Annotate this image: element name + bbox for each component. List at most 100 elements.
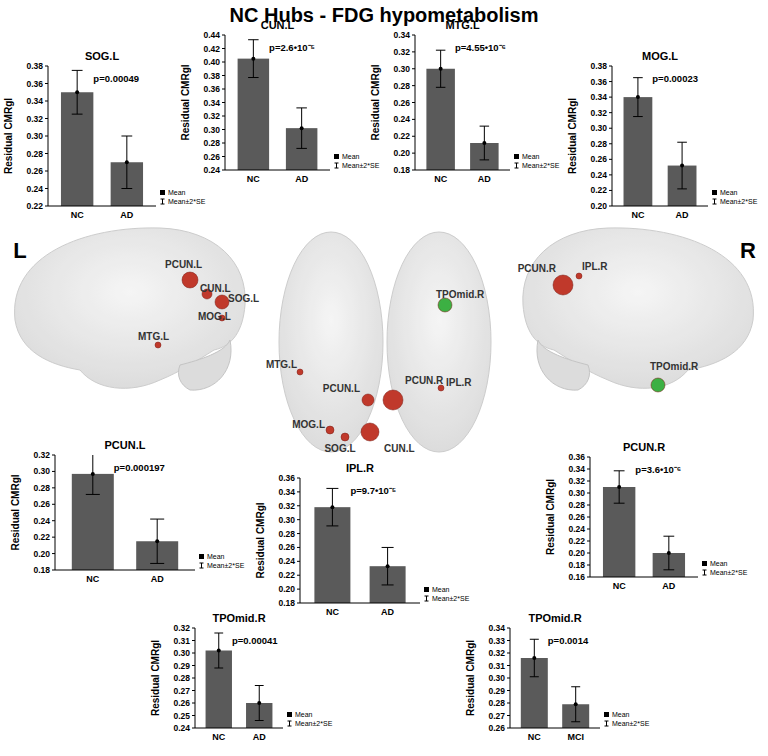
chart-title: CUN.L [261, 19, 295, 31]
y-tick-label: 0.36 [278, 473, 295, 483]
y-axis-label: Residual CMRgl [370, 64, 381, 140]
y-tick-label: 0.28 [278, 529, 295, 539]
legend-swatch [514, 154, 519, 159]
legend-swatch [605, 721, 609, 722]
y-tick-label: 0.32 [393, 47, 410, 57]
mean-dot [574, 702, 578, 706]
legend-swatch [288, 726, 292, 727]
mean-dot [125, 160, 129, 164]
error-cap [633, 77, 643, 78]
y-tick-label: 0.22 [33, 532, 50, 542]
y-tick-label: 0.28 [203, 138, 220, 148]
legend: MeanMean±2*SE [334, 153, 380, 169]
brain-right-lateral [523, 228, 754, 390]
x-tick-label: AD [478, 174, 491, 184]
y-tick-label: 0.29 [488, 686, 505, 696]
p-value: p=4.55•10⁻⁶ [455, 42, 506, 53]
bar-chart: MTG.LResidual CMRgl0.180.200.220.240.260… [370, 19, 560, 184]
error-cap [614, 470, 625, 471]
y-axis-label: Residual CMRgl [3, 98, 14, 174]
legend-swatch [288, 721, 292, 722]
legend-swatch [335, 168, 339, 169]
error-cap [382, 547, 394, 548]
y-tick-label: 0.28 [488, 698, 505, 708]
brain-node [297, 369, 303, 375]
legend-label: Mean [612, 711, 630, 718]
node-label: IPL.R [446, 377, 472, 388]
y-axis-label: Residual CMRgl [465, 640, 476, 716]
legend: MeanMean±2*SE [712, 189, 758, 205]
y-axis [225, 35, 226, 170]
y-tick-label: 0.22 [590, 185, 607, 195]
x-axis [300, 603, 420, 604]
error-cap [150, 519, 164, 520]
mean-dot [386, 564, 390, 568]
y-tick-label: 0.32 [488, 648, 505, 658]
marks [206, 633, 273, 728]
error-cap [214, 633, 223, 634]
chart-title: TPOmid.R [528, 612, 581, 624]
legend-swatch [200, 563, 204, 564]
bar-chart: IPL.RResidual CMRgl0.180.200.220.240.260… [255, 462, 470, 617]
y-tick-label: 0.18 [278, 598, 295, 608]
y-axis-label: Residual CMRgl [545, 479, 556, 555]
error-cap [530, 676, 539, 677]
node-label: PCUN.L [323, 383, 360, 394]
legend-label: Mean [342, 153, 360, 160]
x-tick-label: AD [676, 210, 689, 220]
node-label: MTG.L [266, 359, 297, 370]
mean-dot [155, 539, 159, 543]
marks [72, 455, 178, 570]
error-bar [663, 536, 674, 570]
node-label: IPL.R [582, 261, 608, 272]
bar-chart: PCUN.RResidual CMRgl0.160.180.200.220.24… [545, 441, 748, 591]
mean-dot [217, 649, 221, 653]
error-bar [677, 142, 687, 189]
error-cap [296, 148, 307, 149]
legend-label: Mean [432, 586, 450, 593]
error-bar [72, 70, 83, 114]
legend: MeanMean±2*SE [514, 153, 560, 169]
y-tick-label: 0.38 [26, 61, 43, 71]
bar-chart: TPOmid.RResidual CMRgl0.240.250.260.270.… [150, 612, 333, 742]
chart-title: IPL.R [346, 462, 374, 474]
legend-swatch [515, 168, 519, 169]
y-tick-label: 0.32 [26, 114, 43, 124]
x-tick-label: AD [151, 574, 164, 584]
y-tick-label: 0.31 [173, 636, 190, 646]
y-tick-label: 0.20 [393, 148, 410, 158]
chart-title: SOG.L [85, 50, 120, 62]
y-tick-label: 0.34 [26, 96, 43, 106]
legend-swatch [425, 601, 429, 602]
legend-swatch [424, 587, 429, 592]
legend-swatch [161, 199, 165, 200]
x-axis [590, 577, 698, 578]
legend-swatch [702, 561, 707, 566]
y-tick-label: 0.28 [26, 149, 43, 159]
legend-label: Mean [522, 153, 540, 160]
mean-dot [482, 141, 486, 145]
x-tick-label: NC [528, 732, 541, 742]
brain-node [651, 378, 665, 392]
x-tick-label: AD [253, 732, 266, 742]
error-cap [677, 188, 687, 189]
bar-chart: CUN.LResidual CMRgl0.240.260.280.300.320… [180, 19, 380, 184]
y-tick-label: 0.26 [568, 512, 585, 522]
y-tick-label: 0.38 [590, 61, 607, 71]
y-tick-label: 0.30 [33, 466, 50, 476]
y-axis [415, 35, 416, 170]
y-tick-label: 0.32 [568, 476, 585, 486]
error-cap [480, 126, 490, 127]
x-tick-label: MCI [567, 732, 584, 742]
y-tick-label: 0.31 [488, 661, 505, 671]
marks [238, 40, 318, 170]
legend-swatch [714, 199, 715, 204]
x-tick-label: NC [613, 581, 626, 591]
x-tick-label: AD [662, 581, 675, 591]
error-cap [248, 39, 259, 40]
legend-swatch [161, 204, 165, 205]
x-axis [510, 728, 600, 729]
hemisphere-label: R [740, 238, 756, 263]
y-tick-label: 0.22 [393, 131, 410, 141]
brain-node [155, 342, 161, 348]
